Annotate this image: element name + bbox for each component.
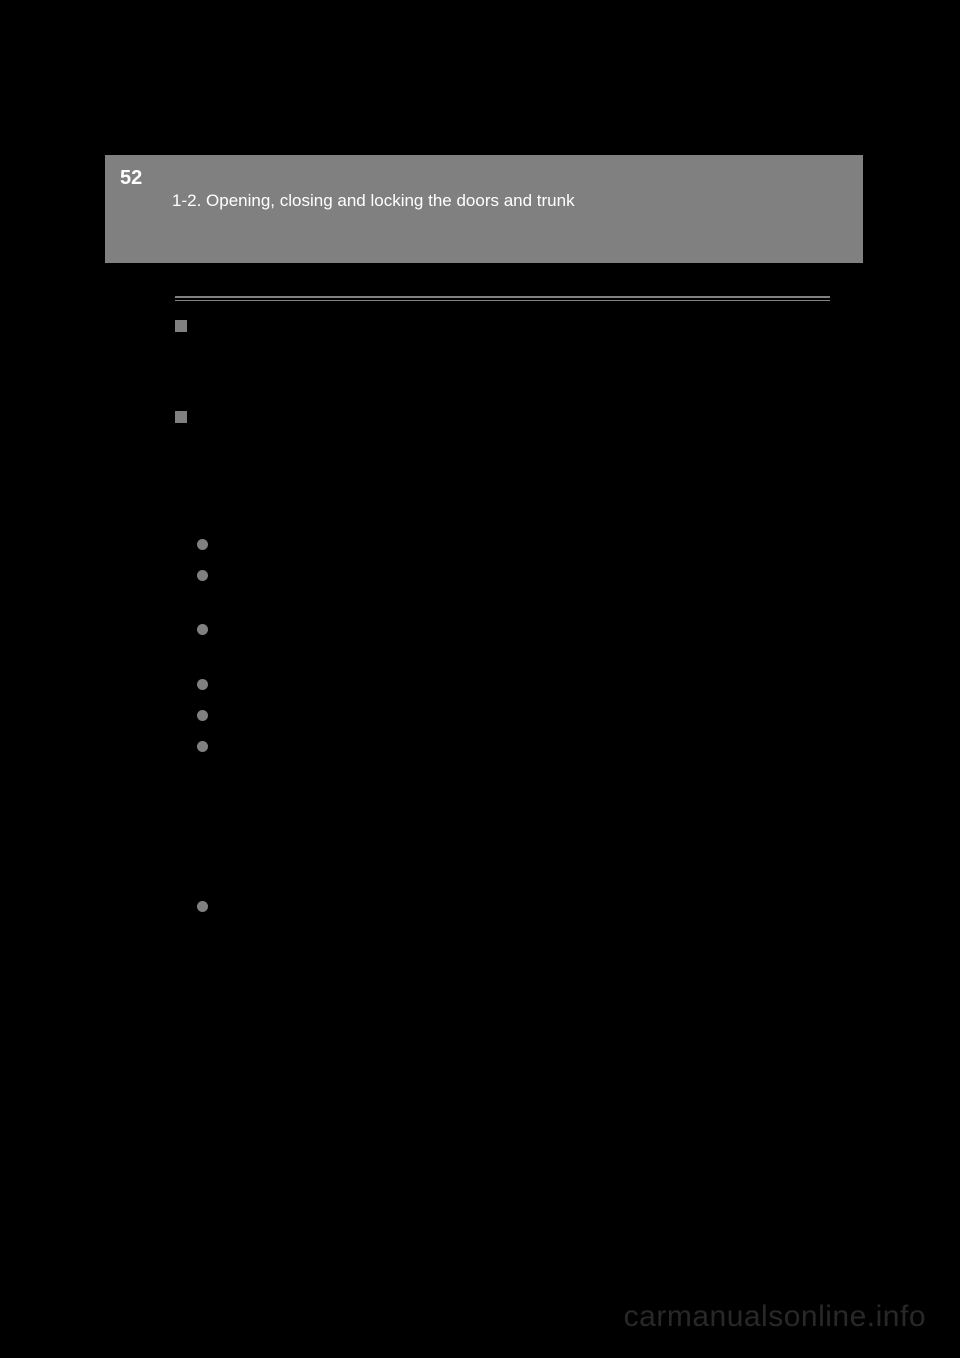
bullet-item: Near a TV tower, electric power plant, g… [197,565,830,612]
round-bullet-icon [197,679,208,690]
bullet-item: When the electronic key is in contact wi… [197,674,830,697]
block-entry-function: Note for the entry function Even when th… [175,315,830,388]
subitem: • Digital audio players [219,839,830,862]
bullet-item: If window tint with a metallic content o… [197,896,830,919]
bullet-text: When multiple electronic keys are in the… [218,705,830,728]
bullet-text: Near a TV tower, electric power plant, g… [218,565,830,612]
block2-intro: The smart key system, push button start … [197,433,830,526]
page-number: 52 [120,167,142,190]
bullet-item: When carrying a portable radio, cellular… [197,619,830,666]
heading-text: Note for the entry function [195,317,368,334]
round-bullet-icon [197,741,208,752]
round-bullet-icon [197,710,208,721]
bullet-item: When multiple electronic keys are in the… [197,705,830,728]
bullet-item: When carrying or using the electronic ke… [197,736,830,783]
heading-row-2: Conditions affecting operation [175,406,830,429]
block-conditions: Conditions affecting operation The smart… [175,406,830,919]
bullet-text: When the electronic key battery is deple… [218,534,830,557]
block1-body: Even when the electronic key is within t… [197,342,830,389]
bullet-text: When the electronic key is in contact wi… [218,674,830,697]
section-title: 1-2. Opening, closing and locking the do… [172,191,575,211]
square-bullet-icon [175,411,187,423]
round-bullet-icon [197,539,208,550]
horizontal-rule [175,296,830,301]
round-bullet-icon [197,570,208,581]
round-bullet-icon [197,901,208,912]
content-area: Note for the entry function Even when th… [175,296,830,937]
bullet-text: When carrying or using the electronic ke… [218,736,830,783]
bullet-item: When the electronic key battery is deple… [197,534,830,557]
section-header-bar: 1-2. Opening, closing and locking the do… [105,155,863,263]
subitem: • Another vehicle's electronic key or a … [219,789,830,812]
subitem: • Personal computers or personal digital… [219,814,830,837]
subitem: • Portable game systems [219,865,830,888]
square-bullet-icon [175,320,187,332]
heading-row: Note for the entry function [175,315,830,338]
round-bullet-icon [197,624,208,635]
bullet-text: When carrying a portable radio, cellular… [218,619,830,666]
heading-text-2: Conditions affecting operation [195,408,393,425]
watermark: carmanualsonline.info [624,1300,926,1334]
bullet-text: If window tint with a metallic content o… [218,896,830,919]
